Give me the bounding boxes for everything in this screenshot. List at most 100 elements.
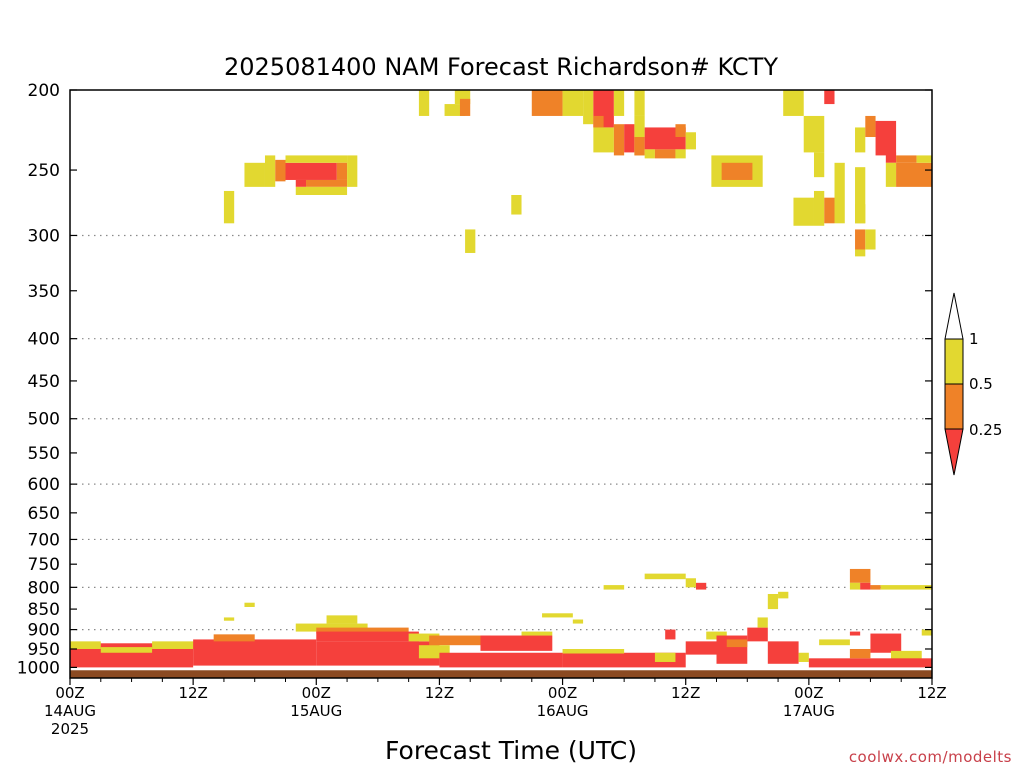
- heatmap-cell: [634, 90, 645, 116]
- heatmap-cell: [875, 120, 897, 156]
- heatmap-cell: [870, 633, 902, 653]
- heatmap-cell: [798, 652, 809, 662]
- heatmap-cell: [644, 573, 686, 580]
- heatmap-cell: [244, 602, 255, 607]
- heatmap-cell: [285, 155, 348, 163]
- heatmap-cell: [855, 204, 866, 224]
- heatmap-cell: [675, 124, 686, 138]
- y-tick-label: 1000: [17, 658, 60, 678]
- heatmap-cell: [223, 617, 235, 621]
- y-tick-label: 900: [28, 621, 60, 641]
- heatmap-cell: [316, 627, 409, 634]
- heatmap-cell: [465, 229, 476, 253]
- heatmap-cell: [583, 90, 594, 125]
- heatmap-cell: [803, 115, 825, 153]
- y-tick-label: 950: [28, 640, 60, 660]
- heatmap-cell: [444, 104, 466, 116]
- heatmap-cell: [855, 167, 866, 224]
- heatmap-cell: [721, 162, 753, 180]
- heatmap-cell: [890, 650, 922, 662]
- heatmap-cell: [726, 639, 748, 648]
- x-tick-label: 00Z: [55, 684, 84, 702]
- heatmap-cell: [593, 115, 604, 128]
- grid-lines: [70, 234, 932, 631]
- heatmap-cell: [860, 582, 871, 590]
- heatmap-cell: [855, 127, 866, 153]
- heatmap-cell: [223, 190, 235, 224]
- heatmap-cell: [572, 619, 584, 624]
- heatmap-cell: [70, 641, 101, 649]
- x-tick-label: 17AUG: [783, 702, 835, 720]
- x-tick-label: 00Z: [794, 684, 823, 702]
- heatmap-cell: [316, 631, 419, 642]
- heatmap-cell: [849, 648, 871, 659]
- heatmap-cell: [418, 90, 430, 116]
- y-tick-label: 800: [28, 578, 60, 598]
- heatmap-cell: [624, 124, 635, 153]
- heatmap-cell: [603, 585, 625, 590]
- x-tick-label: 00Z: [548, 684, 577, 702]
- plot-frame: [69, 89, 933, 679]
- x-tick-label: 16AUG: [537, 702, 589, 720]
- x-tick-label: 00Z: [302, 684, 331, 702]
- heatmap-cell: [542, 613, 573, 618]
- heatmap-cell: [849, 631, 861, 636]
- heatmap-cell: [675, 149, 686, 159]
- x-tick-label: 12Z: [425, 684, 454, 702]
- heatmap-cells: [70, 90, 932, 668]
- heatmap-cell: [613, 90, 625, 116]
- heatmap-cell: [295, 179, 307, 187]
- colorbar-top-arrow: [944, 292, 964, 340]
- colorbar-label: 0.5: [969, 375, 993, 393]
- heatmap-cell: [870, 585, 881, 590]
- heatmap-cell: [665, 629, 676, 640]
- heatmap-cell: [562, 648, 625, 654]
- y-tick-label: 500: [28, 410, 60, 430]
- heatmap-cell: [439, 652, 563, 668]
- heatmap-cell: [834, 162, 845, 224]
- heatmap-cell: [896, 162, 932, 187]
- heatmap-cell: [855, 229, 866, 250]
- heatmap-cell: [459, 98, 471, 116]
- x-tick-label: 15AUG: [290, 702, 342, 720]
- heatmap-cell: [336, 162, 348, 180]
- heatmap-cell: [767, 641, 799, 664]
- heatmap-cell: [880, 585, 932, 590]
- heatmap-cell: [644, 149, 655, 159]
- y-tick-label: 450: [28, 372, 60, 392]
- heatmap-cell: [521, 631, 553, 636]
- heatmap-cell: [326, 615, 358, 624]
- heatmap-cell: [921, 629, 932, 636]
- heatmap-cell: [747, 627, 768, 642]
- ground-band: [70, 670, 932, 678]
- heatmap-cell: [778, 591, 789, 599]
- heatmap-cell: [213, 634, 255, 642]
- x-tick-label: 12Z: [671, 684, 700, 702]
- heatmap-cell: [100, 647, 153, 653]
- heatmap-cell: [849, 568, 871, 583]
- x-axis-label: Forecast Time (UTC): [385, 736, 637, 765]
- y-tick-label: 850: [28, 600, 60, 620]
- heatmap-cell: [193, 639, 317, 666]
- heatmap-cell: [916, 155, 932, 163]
- heatmap-cell: [264, 155, 276, 187]
- heatmap-cell: [285, 162, 337, 180]
- heatmap-cell: [634, 115, 645, 156]
- colorbar-bottom-arrow: [944, 428, 964, 476]
- heatmap-cell: [685, 578, 696, 588]
- heatmap-cell: [685, 641, 717, 655]
- heatmap-cell: [695, 582, 707, 590]
- colorbar-label: 1: [969, 330, 979, 348]
- heatmap-cell: [347, 155, 358, 187]
- heatmap-cell: [295, 186, 348, 195]
- heatmap-cell: [793, 197, 814, 226]
- heatmap-cell: [706, 631, 727, 640]
- heatmap-cell: [885, 162, 897, 187]
- heatmap-cell: [865, 115, 876, 138]
- heatmap-cell: [685, 132, 696, 150]
- heatmap-cell: [654, 652, 676, 662]
- y-axis: 200 250 300 350 400 450 500 550 600 650 700 750 8008…: [17, 81, 932, 678]
- y-tick-label: 350: [28, 282, 60, 302]
